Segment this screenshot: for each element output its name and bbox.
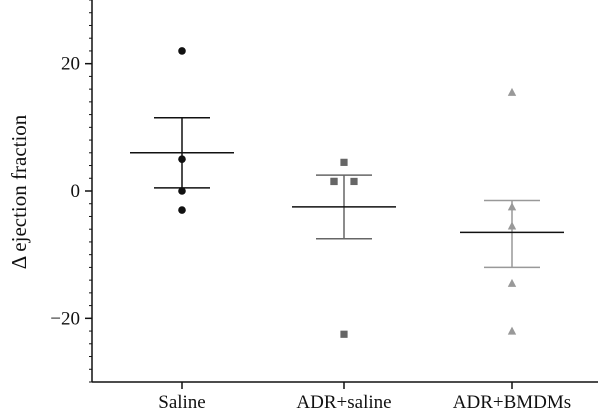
x-tick-label: ADR+saline [296, 392, 391, 413]
labels-layer: Δ ejection fraction −20 0 20 Saline ADR+sali… [7, 54, 571, 413]
x-tick-label: Saline [158, 392, 206, 413]
series-saline [130, 47, 234, 214]
x-tick-label: ADR+BMDMs [453, 392, 571, 413]
data-point [507, 87, 517, 96]
data-point [178, 47, 186, 55]
y-tick-label: 0 [71, 181, 81, 202]
data-point [507, 326, 517, 335]
data-point [178, 155, 186, 163]
data-point [507, 202, 517, 211]
data-point [350, 177, 358, 186]
data-point [507, 221, 517, 230]
data-point [340, 330, 348, 338]
y-tick-label: −20 [50, 308, 80, 329]
data-point [178, 187, 186, 195]
y-axis-label: Δ ejection fraction [7, 114, 31, 269]
axes [85, 0, 598, 389]
data-point [330, 177, 338, 186]
y-tick-label: 20 [61, 54, 80, 75]
data-point [340, 158, 348, 166]
series-layer [130, 47, 564, 338]
data-point [178, 206, 186, 214]
data-point [507, 278, 517, 287]
series-adr-saline [292, 158, 396, 338]
series-adr-bmdms [460, 87, 564, 335]
